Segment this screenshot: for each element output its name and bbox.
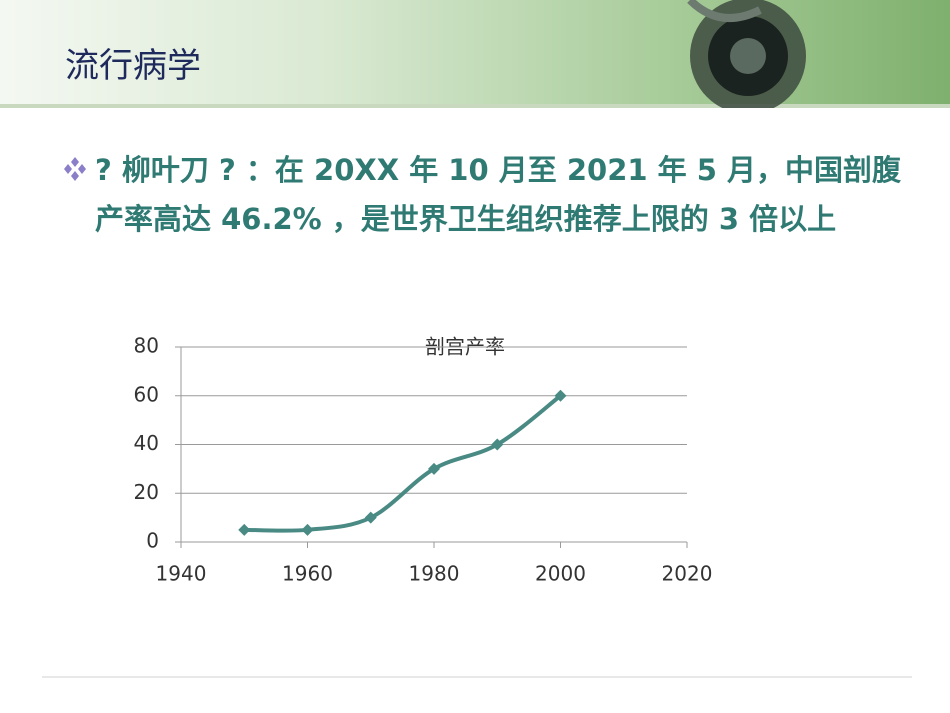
data-point — [491, 438, 504, 451]
y-tick-label: 0 — [146, 529, 159, 553]
data-point — [428, 462, 440, 475]
x-tick-label: 2000 — [535, 562, 586, 586]
slide-title: 流行病学 — [65, 46, 201, 86]
x-tick-label: 1960 — [282, 562, 333, 586]
x-tick-label: 2020 — [662, 562, 713, 586]
x-tick-label: 1980 — [409, 562, 460, 586]
y-tick-label: 80 — [134, 334, 159, 358]
y-tick-label: 40 — [134, 431, 159, 455]
bullet-text: ? 柳叶刀 ? ：在 20XX 年 10 月至 2021 年 5 月，中国剖腹产… — [95, 153, 902, 236]
x-tick-label: 1940 — [156, 562, 207, 586]
series-line — [244, 394, 562, 533]
data-point — [364, 511, 377, 524]
data-point — [301, 523, 314, 536]
y-tick-label: 60 — [134, 382, 159, 406]
bullet-marker — [64, 157, 86, 181]
header-band: 流行病学 — [0, 0, 950, 108]
y-tick-label: 20 — [134, 480, 159, 504]
stethoscope — [0, 0, 950, 108]
data-point — [554, 389, 567, 402]
data-point — [238, 523, 251, 536]
